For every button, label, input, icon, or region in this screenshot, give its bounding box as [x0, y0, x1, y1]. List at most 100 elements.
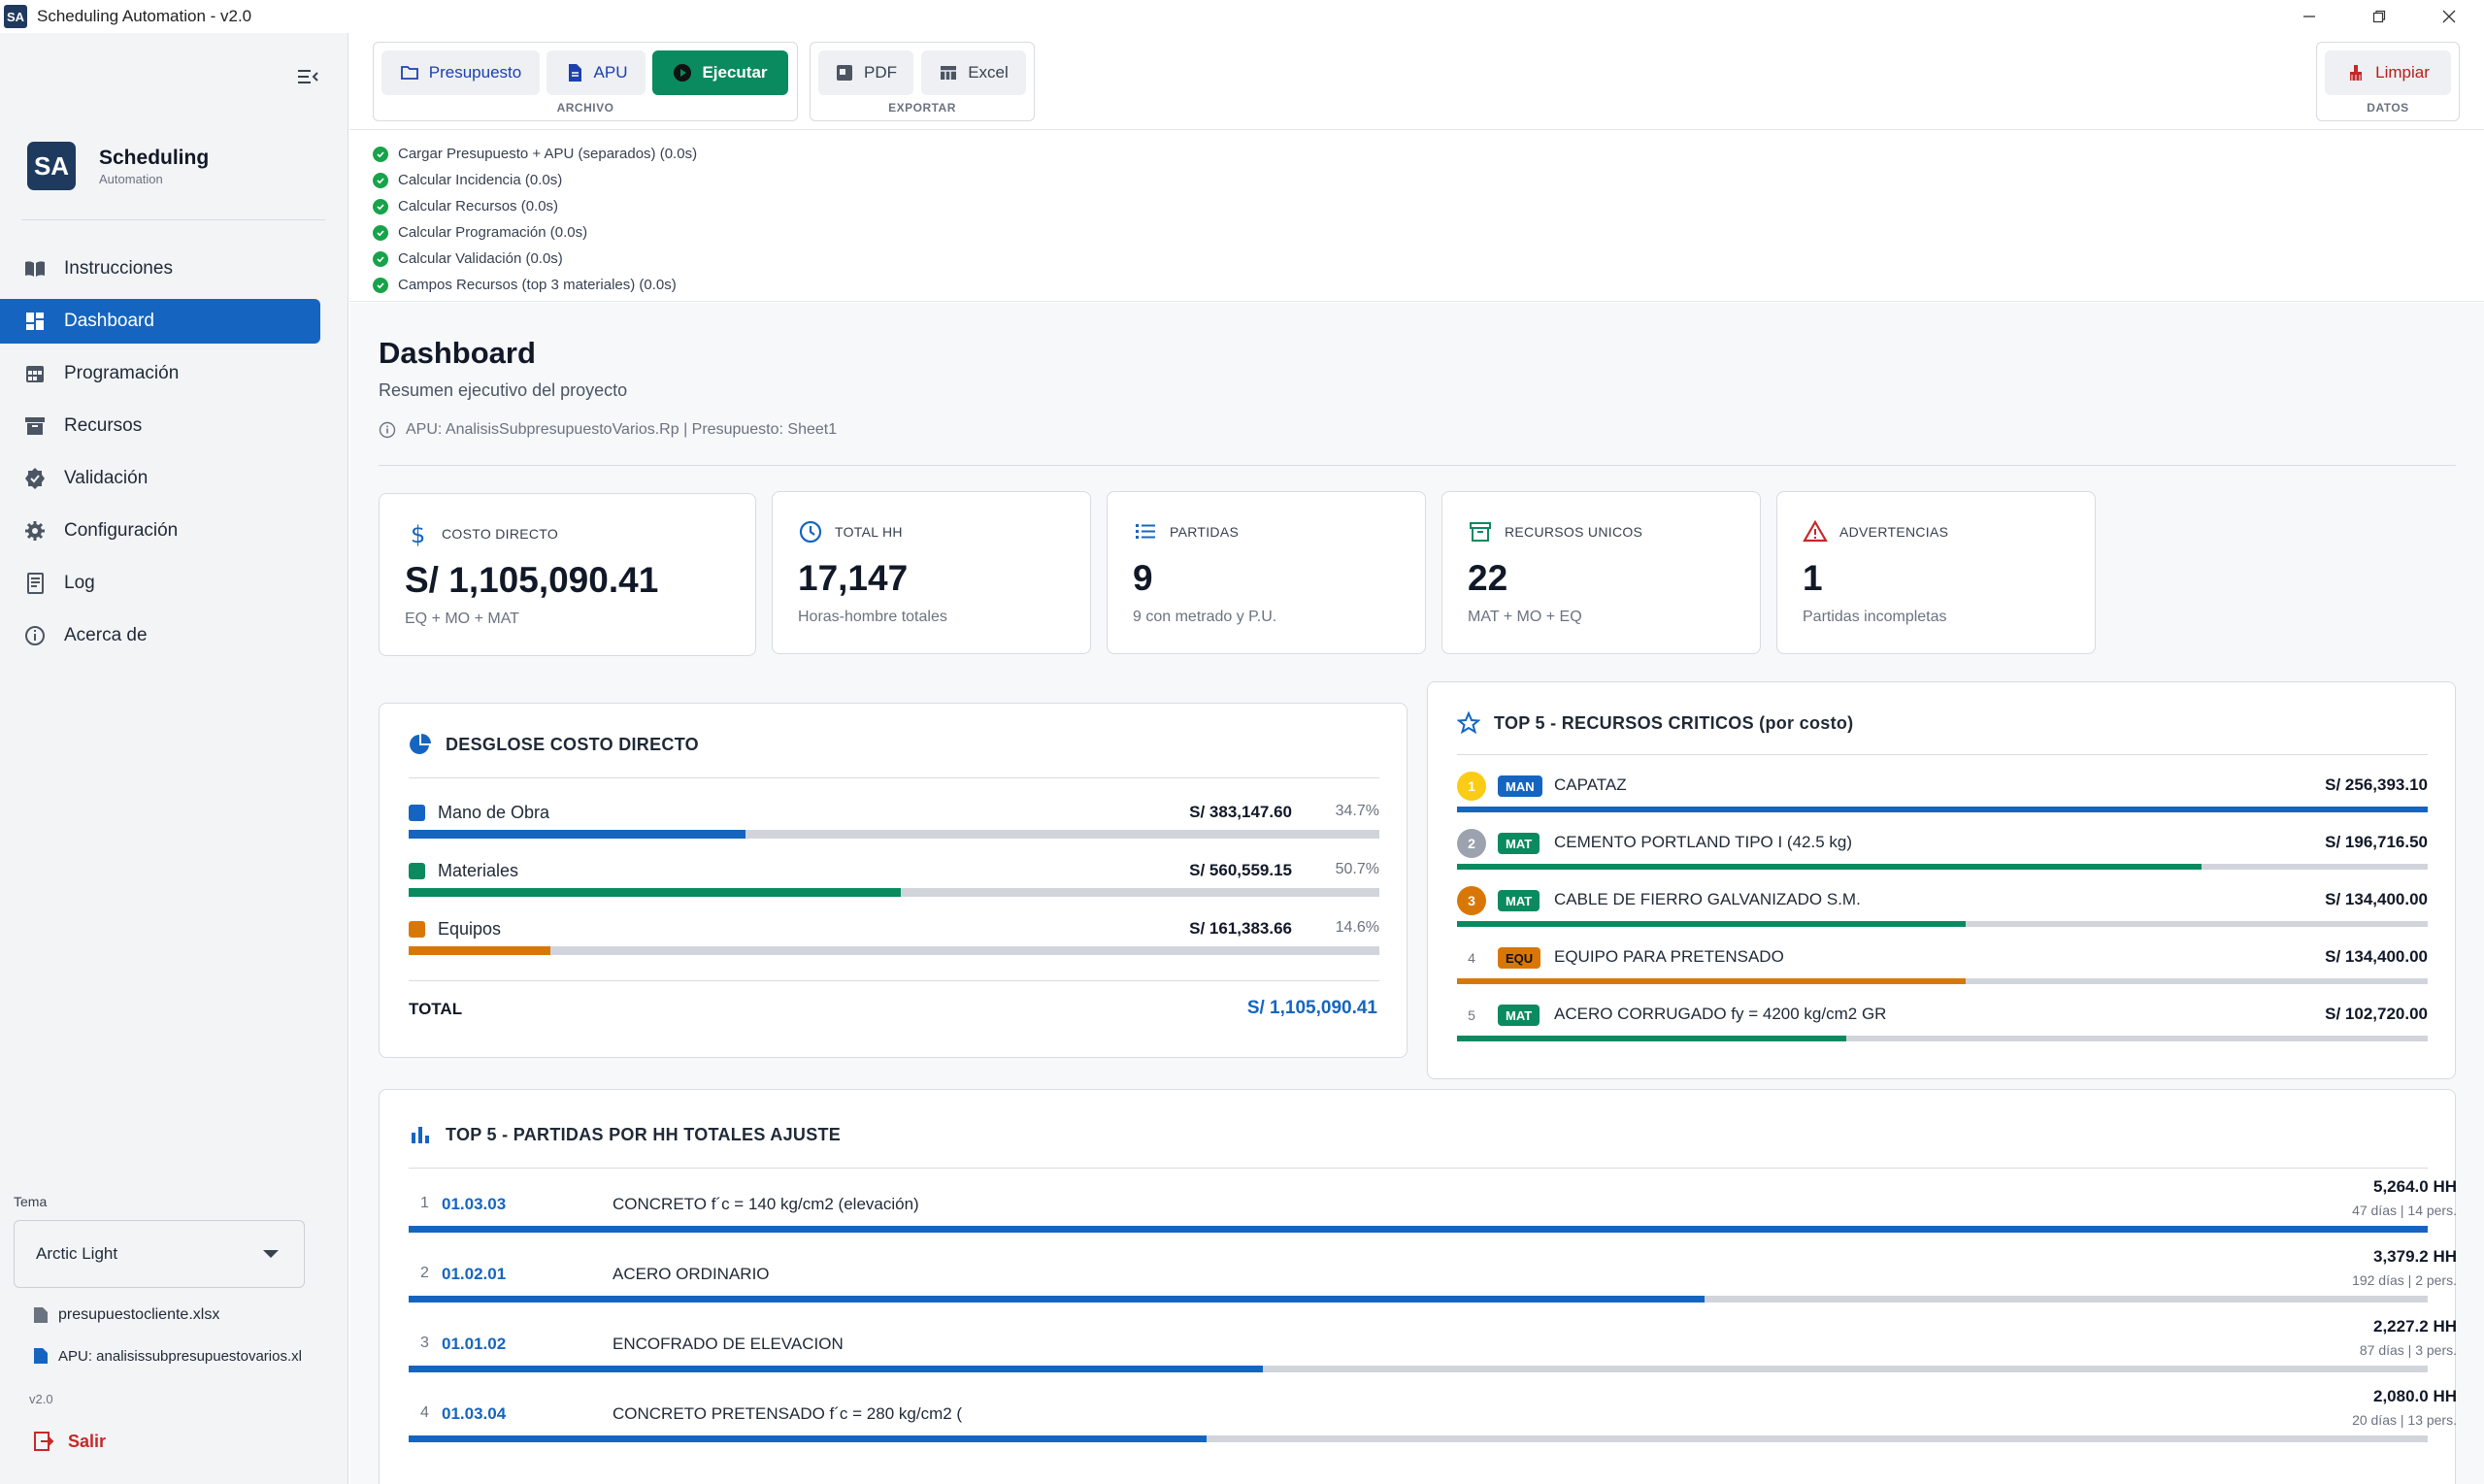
partida-code[interactable]: 01.03.03 [442, 1195, 507, 1213]
progress-track [409, 888, 1379, 897]
resource-name: CAPATAZ [1554, 775, 1627, 794]
partida-row: 3 01.01.02 ENCOFRADO DE ELEVACION 2,227.2 H… [409, 1317, 2484, 1385]
progress-fill [409, 1296, 1706, 1303]
progress-track [1457, 807, 2428, 812]
partida-description: ACERO ORDINARIO [613, 1265, 770, 1283]
restore-icon [2372, 10, 2386, 23]
progress-track [409, 946, 1379, 955]
dollar-icon: $ [411, 521, 425, 546]
partida-description: CONCRETO f´c = 140 kg/cm2 (elevación) [613, 1195, 919, 1213]
page-subtitle: Resumen ejecutivo del proyecto [379, 380, 628, 400]
restore-button[interactable] [2344, 0, 2414, 33]
cost-name: Equipos [438, 919, 502, 939]
file-icon [34, 1348, 48, 1364]
kpi-value: S/ 1,105,090.41 [405, 560, 659, 600]
partida-rank: 4 [420, 1404, 429, 1421]
kpi-footnote: MAT + MO + EQ [1468, 609, 1582, 625]
cost-name: Mano de Obra [438, 803, 550, 822]
rank-badge: 1 [1457, 772, 1486, 801]
progress-fill [409, 946, 550, 955]
resource-name: ACERO CORRUGADO fy = 4200 kg/cm2 GR [1554, 1005, 1887, 1023]
log-line: Calcular Validación (0.0s) [349, 246, 2484, 272]
sidebar: SA Scheduling Automation Instrucciones D… [0, 33, 348, 1484]
partida-code[interactable]: 01.02.01 [442, 1265, 507, 1283]
resource-name: EQUIPO PARA PRETENSADO [1554, 947, 1784, 966]
sidebar-item-label: Dashboard [64, 311, 154, 331]
ejecutar-button[interactable]: Ejecutar [652, 50, 788, 95]
excel-button[interactable]: Excel [921, 50, 1026, 95]
pdf-button[interactable]: PDF [818, 50, 913, 95]
cost-row: Equipos S/ 161,383.66 14.6% [409, 917, 1379, 956]
check-circle-icon [373, 250, 388, 267]
close-button[interactable] [2414, 0, 2484, 33]
apu-button[interactable]: APU [546, 50, 646, 95]
sidebar-item-instrucciones[interactable]: Instrucciones [0, 247, 321, 291]
partida-code[interactable]: 01.03.04 [442, 1404, 507, 1423]
progress-track [409, 1435, 2428, 1442]
cost-percent: 14.6% [1335, 919, 1379, 936]
partida-hh: 2,080.0 HH [2373, 1387, 2457, 1405]
limpiar-button[interactable]: Limpiar [2325, 50, 2451, 95]
resource-type-badge: MAT [1498, 833, 1540, 854]
calendar-icon [26, 366, 44, 382]
partida-duration: 192 días | 2 pers. [2352, 1272, 2457, 1288]
resource-name: CEMENTO PORTLAND TIPO I (42.5 kg) [1554, 833, 1853, 851]
presupuesto-button[interactable]: Presupuesto [381, 50, 540, 95]
partida-row: 4 01.03.04 CONCRETO PRETENSADO f´c = 280 k… [409, 1387, 2484, 1455]
total-value: S/ 1,105,090.41 [1246, 998, 1377, 1018]
datos-label: DATOS [2367, 101, 2409, 115]
info-icon [25, 626, 45, 645]
log-text: Calcular Incidencia (0.0s) [398, 172, 563, 188]
resource-amount: S/ 196,716.50 [2325, 833, 2428, 851]
check-circle-icon [373, 198, 388, 214]
log-line: Cargar Presupuesto + APU (separados) (0.… [349, 141, 2484, 167]
rank-badge: 3 [1457, 886, 1486, 915]
progress-fill [409, 830, 745, 839]
pdf-icon [837, 65, 852, 81]
progress-fill [1457, 807, 2428, 812]
app-logo: SA [4, 5, 27, 28]
kpi-footnote: 9 con metrado y P.U. [1133, 609, 1277, 625]
document-icon [568, 64, 581, 82]
sidebar-item-label: Programación [64, 363, 180, 383]
clock-icon [799, 520, 822, 544]
kpi-partidas: PARTIDAS 9 9 con metrado y P.U. [1107, 491, 1426, 654]
sidebar-item-recursos[interactable]: Recursos [0, 404, 321, 448]
resource-type-badge: MAN [1498, 775, 1542, 797]
sidebar-item-label: Validación [64, 468, 149, 488]
kpi-footnote: Horas-hombre totales [798, 609, 947, 625]
sidebar-item-dashboard[interactable]: Dashboard [0, 299, 320, 344]
kpi-value: 1 [1803, 558, 1823, 598]
partida-row: 1 01.03.03 CONCRETO f´c = 140 kg/cm2 (elev… [409, 1177, 2484, 1245]
pie-chart-icon [410, 734, 431, 754]
cost-amount: S/ 560,559.15 [1189, 861, 1292, 879]
archivo-group: Presupuesto APU Ejecutar ARCHIVO [373, 42, 798, 121]
brand-name: Scheduling [99, 146, 210, 169]
partida-hh: 5,264.0 HH [2373, 1177, 2457, 1196]
collapse-sidebar-button[interactable] [291, 60, 324, 93]
sidebar-item-log[interactable]: Log [0, 561, 321, 606]
resource-row: 3 MAT CABLE DE FIERRO GALVANIZADO S.M. S/ 1… [1457, 882, 2428, 931]
progress-fill [1457, 978, 1966, 984]
sidebar-item-configuracion[interactable]: Configuración [0, 509, 321, 553]
minimize-button[interactable] [2274, 0, 2344, 33]
theme-select[interactable]: Arctic Light [14, 1220, 305, 1288]
partida-code[interactable]: 01.01.02 [442, 1335, 507, 1353]
check-circle-icon [373, 172, 388, 188]
log-line: Calcular Recursos (0.0s) [349, 193, 2484, 219]
archivo-label: ARCHIVO [556, 101, 614, 115]
kpi-costo-directo: $ COSTO DIRECTO S/ 1,105,090.41 EQ + MO … [379, 493, 756, 656]
resource-row: 5 MAT ACERO CORRUGADO fy = 4200 kg/cm2 GR S… [1457, 997, 2428, 1045]
exit-button[interactable]: Salir [33, 1431, 106, 1452]
theme-label: Tema [14, 1194, 48, 1209]
sidebar-item-validacion[interactable]: Validación [0, 456, 321, 501]
resource-row: 4 EQU EQUIPO PARA PRETENSADO S/ 134,400.00 [1457, 940, 2428, 988]
sidebar-item-programacion[interactable]: Programación [0, 351, 321, 396]
resource-amount: S/ 134,400.00 [2325, 890, 2428, 908]
chevron-down-icon [263, 1250, 279, 1258]
star-icon [1457, 711, 1480, 735]
sidebar-item-acerca-de[interactable]: Acerca de [0, 613, 321, 658]
theme-value: Arctic Light [36, 1244, 118, 1263]
color-swatch [409, 921, 425, 938]
check-circle-icon [373, 146, 388, 162]
